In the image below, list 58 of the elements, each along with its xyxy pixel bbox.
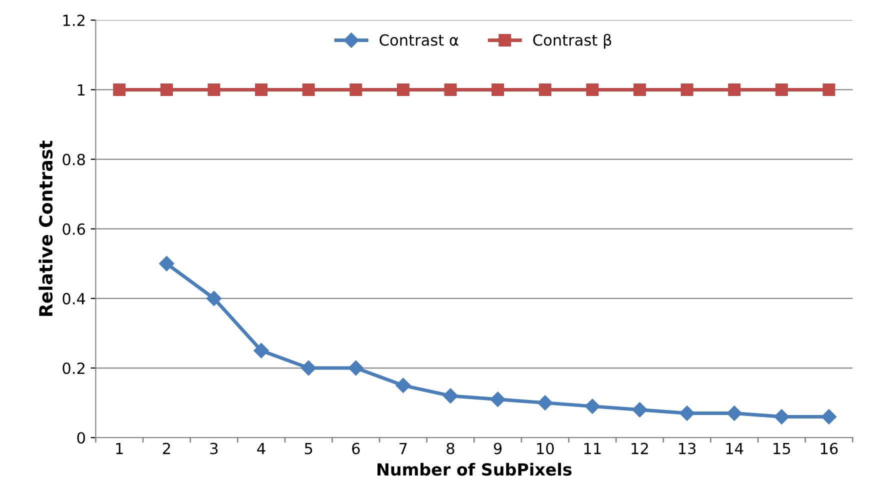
x-tick-label: 8 xyxy=(446,442,454,454)
point xyxy=(206,290,222,306)
point xyxy=(538,83,552,96)
point xyxy=(586,83,599,96)
x-tick-label: 15 xyxy=(774,442,790,454)
y-tick-label: 0.8 xyxy=(62,154,85,166)
x-tick-label: 10 xyxy=(537,442,554,454)
point xyxy=(490,392,506,407)
point xyxy=(254,343,269,358)
point xyxy=(255,83,268,96)
y-tick-label: 0.4 xyxy=(62,292,86,304)
point xyxy=(774,409,790,424)
y-axis-title: Relative Contrast xyxy=(38,140,53,316)
x-tick-label: 13 xyxy=(678,442,696,454)
point xyxy=(728,83,741,96)
point xyxy=(396,83,410,96)
x-tick-label: 6 xyxy=(352,442,360,454)
point xyxy=(584,398,600,414)
x-tick-label: 7 xyxy=(400,442,407,454)
x-tick-label: 11 xyxy=(584,442,601,454)
point xyxy=(680,83,694,96)
point xyxy=(632,402,648,418)
point xyxy=(442,388,458,404)
point xyxy=(679,406,695,421)
y-tick-label: 0.2 xyxy=(62,362,84,374)
x-tick-label: 9 xyxy=(494,442,502,454)
point xyxy=(348,360,364,376)
point xyxy=(821,409,837,424)
y-tick-label: 1 xyxy=(78,84,85,96)
point xyxy=(822,83,836,96)
point xyxy=(726,406,742,421)
legend-label: Contrast α xyxy=(380,34,458,46)
point xyxy=(159,256,174,272)
y-tick-label: 0.6 xyxy=(62,223,86,235)
x-tick-label: 16 xyxy=(820,442,838,454)
x-tick-label: 2 xyxy=(162,442,170,454)
point xyxy=(538,395,553,410)
legend-label: Contrast β xyxy=(533,34,612,49)
point xyxy=(301,360,316,376)
x-axis-title: Number of SubPixels xyxy=(378,462,572,476)
point xyxy=(113,83,126,96)
point xyxy=(350,83,362,96)
x-tick-label: 14 xyxy=(726,442,744,454)
x-tick-label: 12 xyxy=(632,442,648,454)
point xyxy=(633,83,646,96)
x-tick-label: 4 xyxy=(257,442,266,454)
x-tick-label: 3 xyxy=(210,442,218,454)
point xyxy=(444,83,457,96)
x-tick-label: 1 xyxy=(116,442,123,454)
point xyxy=(775,83,788,96)
point xyxy=(492,83,504,96)
point xyxy=(396,378,411,393)
y-tick-label: 0 xyxy=(77,432,85,444)
y-tick-label: 1.2 xyxy=(63,14,84,26)
point xyxy=(160,83,173,96)
x-tick-label: 5 xyxy=(304,442,312,454)
point xyxy=(302,83,315,96)
point xyxy=(208,83,220,96)
